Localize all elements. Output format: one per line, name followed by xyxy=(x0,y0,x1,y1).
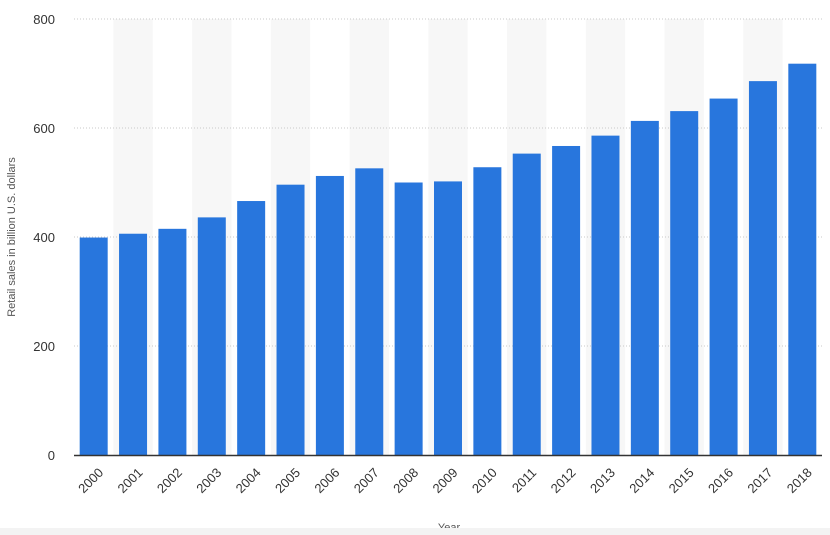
x-tick-label: 2004 xyxy=(233,465,264,496)
x-tick-label: 2002 xyxy=(154,465,185,496)
y-tick-label: 600 xyxy=(33,121,55,136)
bar-2010[interactable] xyxy=(473,167,502,456)
bar-2014[interactable] xyxy=(630,120,659,455)
bars xyxy=(79,63,817,456)
bar-2003[interactable] xyxy=(197,217,226,455)
x-tick-label: 2016 xyxy=(705,465,736,496)
x-tick-label: 2006 xyxy=(311,465,342,496)
x-tick-label: 2018 xyxy=(784,465,815,496)
bar-2015[interactable] xyxy=(670,111,699,455)
x-tick-label: 2000 xyxy=(75,465,106,496)
x-tick-label: 2007 xyxy=(351,465,382,496)
y-tick-label: 0 xyxy=(48,448,55,463)
x-tick-label: 2015 xyxy=(666,465,697,496)
bar-2013[interactable] xyxy=(591,135,620,455)
y-axis-ticks: 0 200 400 600 800 xyxy=(33,12,55,463)
y-axis-title: Retail sales in billion U.S. dollars xyxy=(6,157,18,317)
x-tick-label: 2012 xyxy=(548,465,579,496)
bar-2016[interactable] xyxy=(709,98,738,455)
x-tick-label: 2003 xyxy=(193,465,224,496)
x-tick-label: 2011 xyxy=(509,465,539,495)
bar-2006[interactable] xyxy=(315,175,344,455)
x-tick-label: 2010 xyxy=(469,465,500,496)
bar-2002[interactable] xyxy=(158,228,187,455)
bar-2012[interactable] xyxy=(552,145,581,456)
bar-2009[interactable] xyxy=(434,181,462,455)
bar-2017[interactable] xyxy=(748,81,777,455)
x-tick-label: 2001 xyxy=(115,465,146,496)
bar-2004[interactable] xyxy=(237,201,266,455)
y-tick-label: 400 xyxy=(33,230,55,245)
x-tick-label: 2005 xyxy=(272,465,303,496)
x-tick-label: 2014 xyxy=(626,465,657,496)
bar-2011[interactable] xyxy=(512,153,541,456)
x-tick-label: 2013 xyxy=(587,465,618,496)
x-tick-label: 2017 xyxy=(744,465,775,496)
bar-2008[interactable] xyxy=(394,182,423,456)
x-tick-label: 2008 xyxy=(390,465,421,496)
y-tick-label: 200 xyxy=(33,339,55,354)
x-axis-ticks: 2000 2001 2002 2003 2004 2005 2006 2007 2008 2009… xyxy=(75,465,815,496)
footer-strip xyxy=(0,528,830,535)
x-tick-label: 2009 xyxy=(429,465,460,496)
bar-2007[interactable] xyxy=(355,168,384,455)
bar-2005[interactable] xyxy=(276,184,305,455)
y-tick-label: 800 xyxy=(33,12,55,27)
bar-2001[interactable] xyxy=(119,233,148,455)
bar-2000[interactable] xyxy=(79,237,108,455)
bar-2018[interactable] xyxy=(788,63,817,455)
